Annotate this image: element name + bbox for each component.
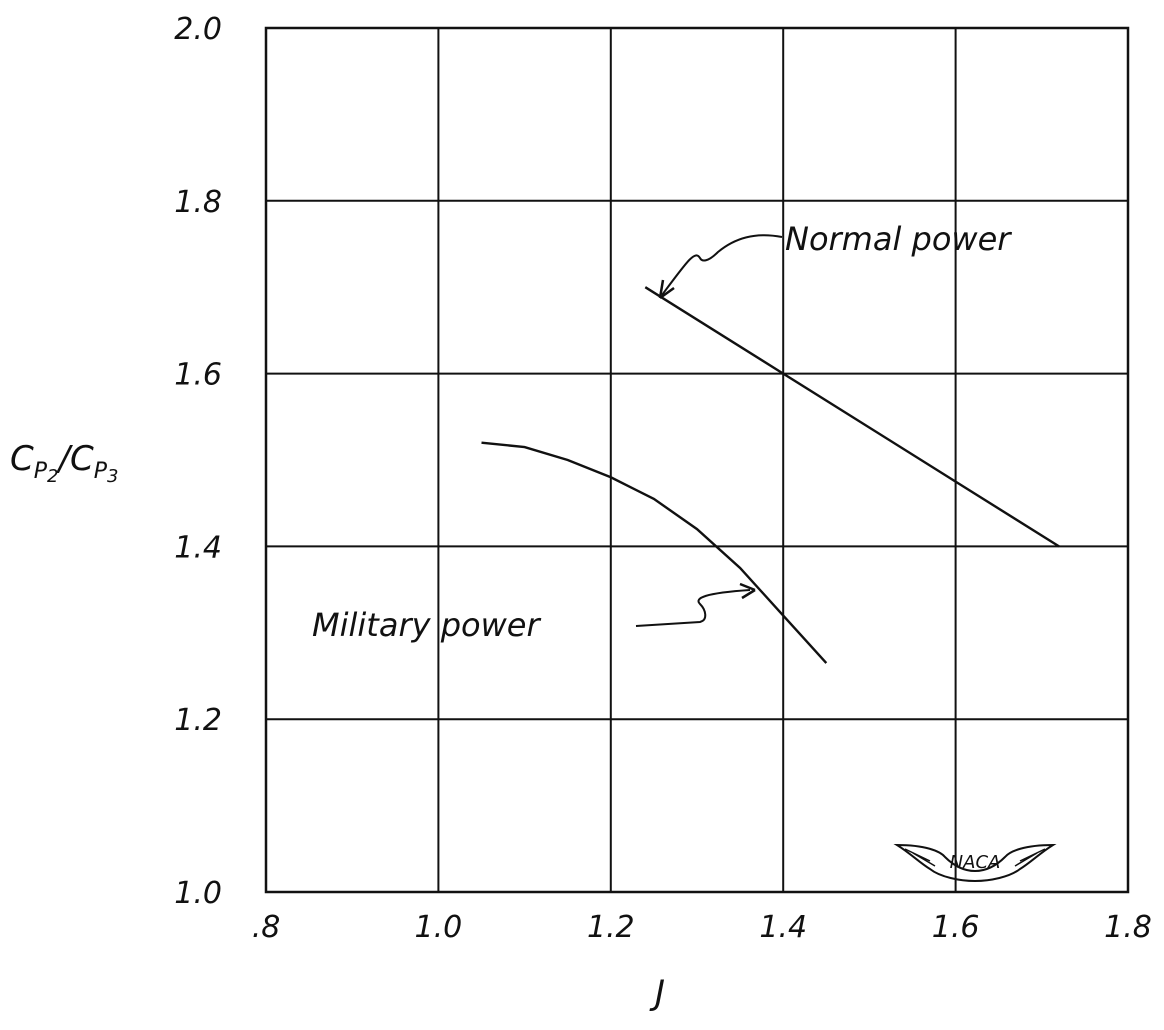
annotation-normal-power-arrow: [662, 235, 782, 295]
y-axis-title-text: CP2/CP3: [10, 439, 118, 487]
annotation-military-power-arrow: [636, 590, 750, 626]
series-layer: [481, 287, 1059, 663]
y-tick-label: 1.0: [174, 876, 222, 911]
grid: [266, 28, 1128, 892]
series-line-normal-power: [645, 287, 1059, 546]
x-tick-label: 1.2: [587, 910, 635, 945]
naca-logo: NACA: [897, 845, 1053, 881]
y-tick-label: 1.6: [174, 358, 222, 393]
annotation-military-power-label: Military power: [312, 606, 541, 644]
y-axis-title: CP2/CP3: [10, 439, 118, 487]
x-axis-title: J: [649, 973, 665, 1013]
annotation-normal-power-label: Normal power: [785, 220, 1012, 258]
plot-frame: [266, 28, 1128, 892]
x-tick-label: 1.0: [415, 910, 463, 945]
y-tick-label: 2.0: [174, 12, 222, 47]
x-tick-label: .8: [252, 910, 281, 945]
tick-labels: .8 1.0 1.2 1.4 1.6 1.8 1.0 1.2 1.4 1.6 1.8 2.0: [174, 12, 1152, 945]
y-tick-label: 1.4: [174, 530, 222, 565]
naca-logo-text: NACA: [950, 852, 1001, 873]
x-tick-label: 1.8: [1104, 910, 1152, 945]
annotation-normal-power: Normal power: [660, 220, 1012, 298]
y-tick-label: 1.2: [174, 703, 222, 738]
y-tick-label: 1.8: [174, 185, 222, 220]
x-tick-label: 1.6: [932, 910, 980, 945]
x-tick-label: 1.4: [759, 910, 807, 945]
annotation-military-power: Military power: [312, 584, 755, 644]
